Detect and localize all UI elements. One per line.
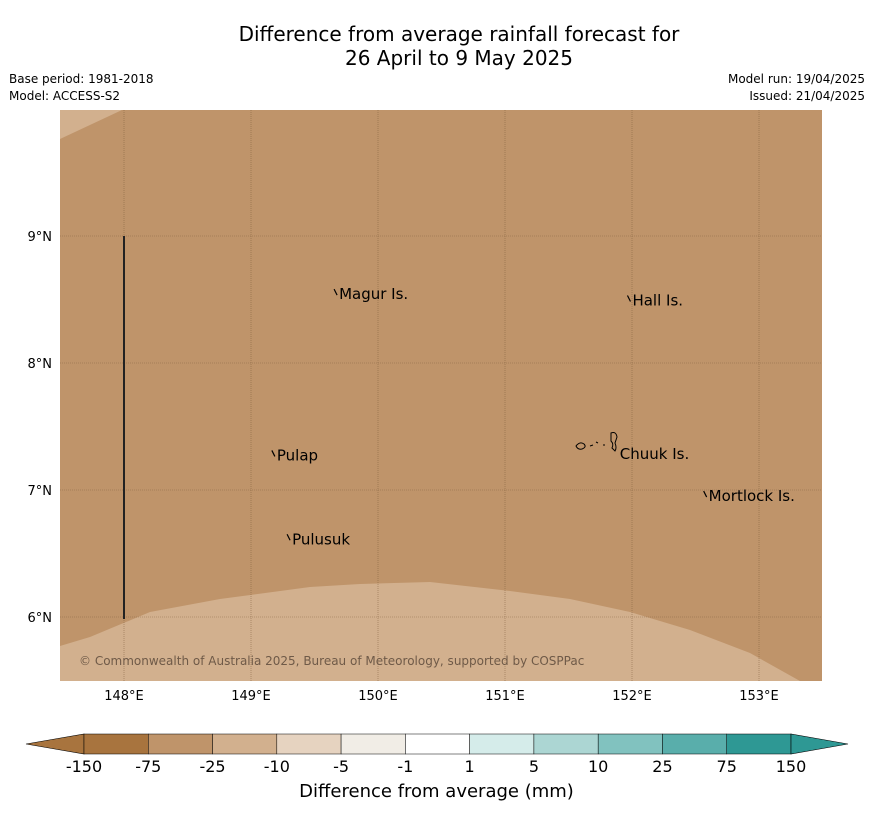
issued-date: Issued: 21/04/2025 bbox=[749, 89, 865, 103]
island-marker bbox=[333, 288, 338, 296]
model-name: Model: ACCESS-S2 bbox=[9, 89, 121, 103]
lon-tick-label: 149°E bbox=[231, 689, 271, 704]
colorbar-bin bbox=[533, 733, 599, 755]
colorbar-tick-label: 75 bbox=[716, 757, 737, 776]
colorbar-bin bbox=[405, 733, 470, 755]
lat-tick-label: 8°N bbox=[28, 357, 53, 372]
island-marker bbox=[626, 295, 631, 302]
colorbar-bin bbox=[148, 733, 213, 755]
title-line-1: Difference from average rainfall forecas… bbox=[238, 22, 680, 46]
colorbar-tick-label: -75 bbox=[135, 757, 162, 776]
light-region-top-left bbox=[60, 110, 122, 139]
colorbar-over-arrow bbox=[790, 733, 849, 755]
colorbar-bin bbox=[276, 733, 342, 755]
colorbar-tick-label: -5 bbox=[333, 757, 350, 776]
island-labels: Magur Is. Hall Is. Pulap Chuuk Is. Mortlock … bbox=[277, 285, 795, 548]
colorbar-bin bbox=[340, 733, 406, 755]
colorbar-tick-label: 10 bbox=[587, 757, 609, 776]
lon-tick-label: 152°E bbox=[612, 689, 652, 704]
island-marker bbox=[271, 450, 276, 457]
colorbar-tick-label: -1 bbox=[397, 757, 414, 776]
lon-tick-label: 151°E bbox=[485, 689, 525, 704]
colorbar-bin bbox=[662, 733, 727, 755]
lat-tick-label: 6°N bbox=[28, 611, 53, 626]
colorbar-label: Difference from average (mm) bbox=[299, 781, 574, 802]
lon-tick-label: 150°E bbox=[358, 689, 398, 704]
light-region-south bbox=[60, 582, 800, 681]
base-period: Base period: 1981-2018 bbox=[9, 72, 154, 86]
colorbar-bin bbox=[212, 733, 278, 755]
island-marker bbox=[703, 490, 708, 498]
lon-tick-label: 148°E bbox=[104, 689, 144, 704]
colorbar-bin bbox=[597, 733, 663, 755]
colorbar-tick-label: -10 bbox=[263, 757, 290, 776]
meta-left: Base period: 1981-2018 Model: ACCESS-S2 bbox=[9, 71, 154, 105]
colorbar-tick-label: -150 bbox=[65, 757, 103, 776]
meta-right: Model run: 19/04/2025 Issued: 21/04/2025 bbox=[728, 71, 865, 105]
island-markers bbox=[271, 288, 708, 541]
model-run: Model run: 19/04/2025 bbox=[727, 72, 865, 86]
graticule bbox=[60, 110, 822, 681]
island-label: Magur Is. bbox=[339, 285, 408, 303]
longitude-labels: 148°E 149°E 150°E 151°E 152°E 153°E bbox=[104, 689, 779, 704]
colorbar-tick-label: 5 bbox=[528, 757, 539, 776]
colorbar-bin bbox=[726, 733, 792, 755]
island-label: Hall Is. bbox=[632, 292, 683, 310]
lon-tick-label: 153°E bbox=[739, 689, 779, 704]
colorbar-bin bbox=[469, 733, 535, 755]
colorbar-bin bbox=[83, 733, 149, 755]
island-marker bbox=[286, 533, 291, 541]
colorbar-tick-label: 150 bbox=[775, 757, 807, 776]
colorbar bbox=[25, 733, 849, 755]
island-label: Mortlock Is. bbox=[709, 487, 795, 505]
island-label: Pulap bbox=[277, 446, 318, 464]
latitude-labels: 9°N 8°N 7°N 6°N bbox=[28, 230, 53, 626]
map-title: Difference from average rainfall forecas… bbox=[0, 22, 873, 70]
lat-tick-label: 7°N bbox=[28, 484, 53, 499]
colorbar-tick-label: -25 bbox=[199, 757, 226, 776]
chuuk-islands-outline bbox=[575, 432, 618, 452]
title-line-2: 26 April to 9 May 2025 bbox=[345, 46, 573, 70]
colorbar-tick-label: 1 bbox=[464, 757, 475, 776]
copyright-text: © Commonwealth of Australia 2025, Bureau… bbox=[79, 654, 584, 668]
lat-tick-label: 9°N bbox=[28, 230, 53, 245]
colorbar-tick-label: 25 bbox=[652, 757, 673, 776]
island-label: Pulusuk bbox=[292, 530, 350, 548]
island-label: Chuuk Is. bbox=[620, 445, 689, 463]
colorbar-under-arrow bbox=[25, 733, 85, 755]
